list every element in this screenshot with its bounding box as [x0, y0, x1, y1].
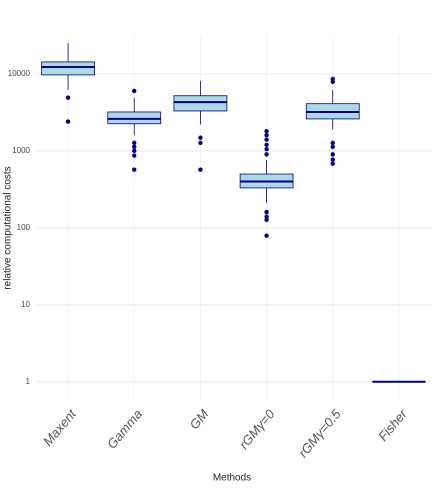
- box: [107, 111, 162, 125]
- y-tick-label: 100: [17, 223, 31, 232]
- outlier: [264, 152, 269, 157]
- outlier: [330, 144, 335, 149]
- outlier: [198, 167, 203, 172]
- x-tick-label: Gamma: [104, 406, 145, 451]
- outlier: [264, 129, 269, 134]
- outlier: [264, 217, 269, 223]
- outlier: [330, 140, 335, 146]
- x-tick-label: rGMγ=0: [236, 406, 278, 452]
- outlier: [330, 152, 335, 157]
- outlier: [65, 119, 71, 124]
- y-tick-label: 1: [26, 377, 31, 386]
- outlier: [132, 148, 137, 154]
- y-tick-label: 10000: [8, 69, 31, 78]
- outlier: [330, 79, 335, 84]
- outlier: [330, 157, 335, 162]
- outlier: [132, 153, 137, 158]
- x-tick-label: Maxent: [40, 405, 80, 448]
- outlier: [264, 214, 269, 219]
- x-tick-label: Fisher: [375, 406, 410, 444]
- outlier: [198, 135, 203, 140]
- outlier: [65, 95, 71, 100]
- box: [173, 95, 228, 112]
- outlier: [264, 233, 269, 238]
- y-axis-title: relative computational costs: [3, 166, 14, 289]
- x-tick-label: GM: [186, 406, 211, 432]
- outlier: [264, 137, 269, 142]
- outlier: [330, 161, 335, 166]
- y-tick-label: 1000: [12, 146, 30, 155]
- y-tick-label: 10: [21, 300, 30, 309]
- outlier: [264, 142, 269, 147]
- outlier: [264, 147, 269, 152]
- outlier: [132, 167, 137, 172]
- x-tick-label: rGMγ=0.5: [295, 406, 344, 460]
- box: [41, 61, 95, 76]
- outlier: [198, 140, 203, 146]
- outlier: [264, 209, 269, 215]
- x-axis-title: Methods: [213, 473, 251, 484]
- outlier: [132, 144, 137, 149]
- outlier: [264, 132, 269, 138]
- outlier: [132, 140, 137, 146]
- outlier: [132, 88, 137, 94]
